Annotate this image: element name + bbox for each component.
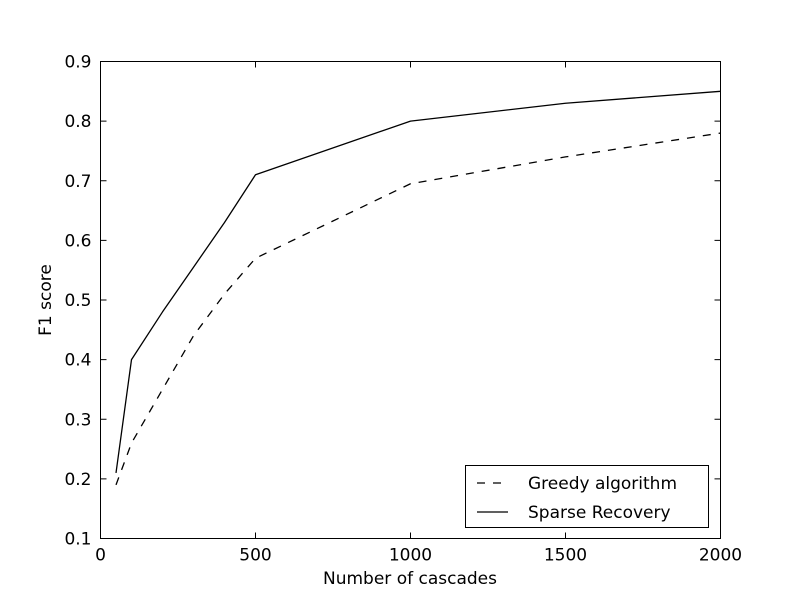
y-tick-label: 0.2 bbox=[64, 470, 91, 490]
x-tick-label: 1000 bbox=[389, 546, 432, 566]
series-line-greedy-algorithm bbox=[115, 132, 721, 486]
y-tick-label: 0.1 bbox=[64, 530, 91, 550]
axes-frame bbox=[100, 61, 721, 539]
y-tick-label: 0.3 bbox=[64, 410, 91, 430]
x-tick-label: 500 bbox=[239, 546, 271, 566]
y-axis-label: F1 score bbox=[36, 264, 56, 336]
y-tick-label: 0.9 bbox=[64, 53, 91, 73]
x-tick-label: 0 bbox=[95, 546, 106, 566]
plot-content: 0 500 1000 1500 2000 0.1 0.2 0.3 0.4 0.5 0.6 0.7 0.8… bbox=[64, 53, 742, 566]
y-tick-label: 0.5 bbox=[64, 291, 91, 311]
y-tick-label: 0.7 bbox=[64, 172, 91, 192]
y-tick-label: 0.6 bbox=[64, 231, 91, 251]
legend: Greedy algorithm Sparse Recovery bbox=[465, 465, 709, 528]
y-tick-label: 0.8 bbox=[64, 112, 91, 132]
x-tick-label: 1500 bbox=[544, 546, 587, 566]
legend-label-greedy-algorithm: Greedy algorithm bbox=[528, 474, 677, 494]
y-tick-label: 0.4 bbox=[64, 351, 91, 371]
legend-box bbox=[465, 465, 709, 528]
legend-label-sparse-recovery: Sparse Recovery bbox=[528, 503, 671, 523]
x-tick-label: 2000 bbox=[699, 546, 742, 566]
series-line-sparse-recovery bbox=[115, 90, 721, 474]
x-axis-label: Number of cascades bbox=[323, 569, 497, 589]
